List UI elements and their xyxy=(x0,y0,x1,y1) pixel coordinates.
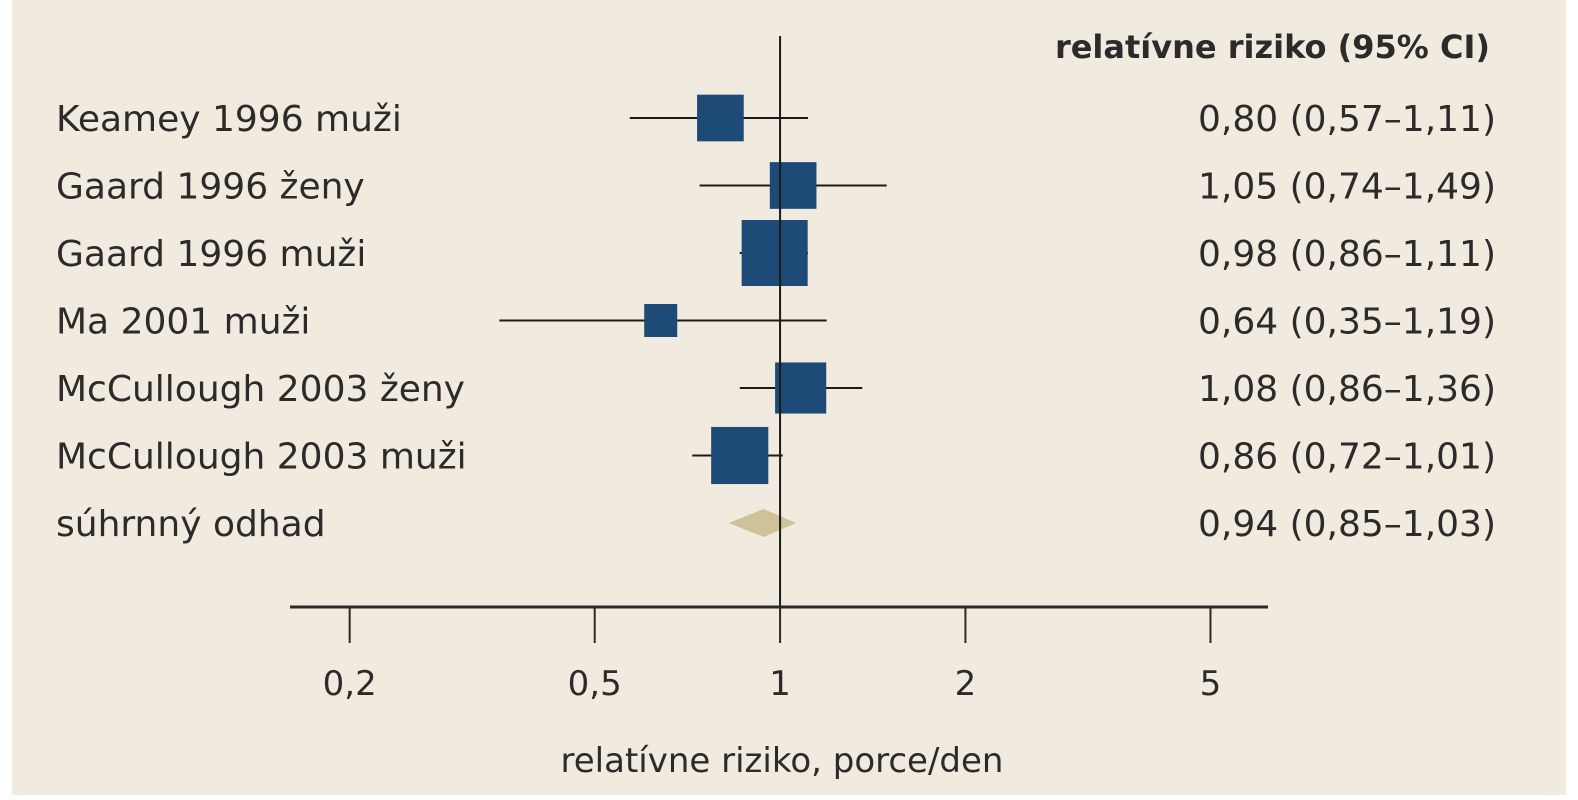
x-tick-label: 0,5 xyxy=(568,664,622,704)
effect-marker xyxy=(769,162,817,209)
ci-value: 1,05 (0,74–1,49) xyxy=(1198,167,1496,208)
study-label: Gaard 1996 muži xyxy=(56,234,366,275)
study-label: McCullough 2003 muži xyxy=(56,437,467,478)
x-tick-label: 2 xyxy=(955,664,977,704)
study-label: McCullough 2003 ženy xyxy=(56,369,465,410)
ci-value: 0,86 (0,72–1,01) xyxy=(1198,437,1496,478)
x-axis-label: relatívne riziko, porce/den xyxy=(561,741,1004,781)
ci-header: relatívne riziko (95% CI) xyxy=(1055,28,1490,66)
x-tick-label: 1 xyxy=(769,664,791,704)
ci-value: 1,08 (0,86–1,36) xyxy=(1198,369,1496,410)
ci-value: 0,98 (0,86–1,11) xyxy=(1198,234,1496,275)
effect-marker xyxy=(775,362,827,414)
forest-plot: relatívne riziko (95% CI) Keamey 1996 mu… xyxy=(56,28,1496,781)
study-label: Gaard 1996 ženy xyxy=(56,167,365,208)
x-tick-label: 0,2 xyxy=(323,664,377,704)
effect-marker xyxy=(697,94,744,142)
summary-label: súhrnný odhad xyxy=(56,504,326,545)
x-tick-label: 5 xyxy=(1200,664,1222,704)
study-label: Keamey 1996 muži xyxy=(56,99,402,140)
effect-marker xyxy=(644,304,678,337)
summary-ci-value: 0,94 (0,85–1,03) xyxy=(1198,504,1496,545)
effect-marker xyxy=(711,426,769,485)
study-label: Ma 2001 muži xyxy=(56,302,310,343)
effect-marker xyxy=(741,220,808,286)
chart-panel: relatívne riziko (95% CI) Keamey 1996 mu… xyxy=(12,0,1566,795)
ci-value: 0,64 (0,35–1,19) xyxy=(1198,302,1496,343)
summary-diamond xyxy=(728,509,796,537)
ci-value: 0,80 (0,57–1,11) xyxy=(1198,99,1496,140)
